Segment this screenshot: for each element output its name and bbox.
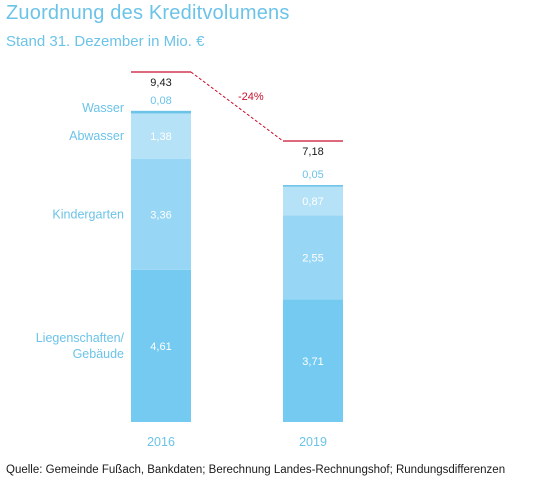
bar-segment-2016-4 (131, 110, 191, 114)
total-label-2016: 9,43 (150, 77, 171, 89)
bar-segment-2019-4 (283, 185, 343, 187)
value-label-2019-2: 2,55 (302, 252, 323, 264)
x-tick-2019: 2019 (299, 435, 327, 449)
series-label-4: Wasser (82, 101, 124, 115)
bar-segment-2016-2 (131, 158, 191, 270)
value-label-2016-1: 4,61 (150, 341, 171, 353)
change-label: -24% (238, 91, 264, 103)
value-label-2019-4: 0,05 (302, 169, 323, 181)
value-label-2016-4: 0,08 (150, 95, 171, 107)
value-label-2016-3: 1,38 (150, 131, 171, 143)
chart-title: Zuordnung des Kreditvolumens (6, 2, 290, 24)
value-label-2019-3: 0,87 (302, 196, 323, 208)
bar-segment-2016-1 (131, 269, 191, 422)
series-label-2: Kindergarten (52, 207, 124, 221)
change-connector (190, 71, 284, 142)
chart-subtitle: Stand 31. Dezember in Mio. € (6, 33, 205, 50)
x-tick-2016: 2016 (147, 435, 175, 449)
total-label-2019: 7,18 (302, 146, 323, 158)
bar-segment-2019-2 (283, 215, 343, 300)
value-label-2016-2: 3,36 (150, 209, 171, 221)
value-label-2019-1: 3,71 (302, 356, 323, 368)
series-label-1: Liegenschaften/Gebäude (36, 331, 125, 361)
bar-segment-2019-1 (283, 299, 343, 422)
bar-segment-2019-3 (283, 186, 343, 216)
bar-segment-2016-3 (131, 113, 191, 159)
series-label-3: Abwasser (69, 129, 124, 143)
stacked-bar-chart: 4,61 3,36 1,38 0,08 2016 3,71 2,55 0,87 0,05 2019… (36, 71, 343, 449)
source-note: Quelle: Gemeinde Fußach, Bankdaten; Bere… (6, 464, 506, 476)
